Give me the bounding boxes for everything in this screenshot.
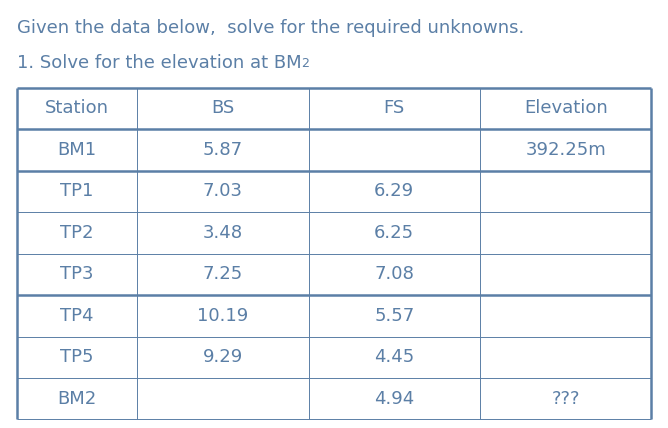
Text: 10.19: 10.19 (197, 307, 248, 325)
Text: TP3: TP3 (60, 265, 94, 283)
Text: BM1: BM1 (57, 141, 97, 159)
Text: 7.03: 7.03 (203, 182, 243, 200)
Text: ???: ??? (551, 390, 580, 408)
Text: 4.45: 4.45 (374, 348, 414, 366)
Text: BS: BS (211, 99, 234, 117)
Text: 7.25: 7.25 (203, 265, 243, 283)
Text: TP1: TP1 (60, 182, 94, 200)
Text: 6.25: 6.25 (374, 224, 414, 242)
Text: TP4: TP4 (60, 307, 94, 325)
Text: 5.57: 5.57 (374, 307, 414, 325)
Text: BM2: BM2 (57, 390, 97, 408)
Text: 3.48: 3.48 (203, 224, 243, 242)
Text: 4.94: 4.94 (374, 390, 414, 408)
Text: 1. Solve for the elevation at BM: 1. Solve for the elevation at BM (17, 54, 301, 71)
Text: Elevation: Elevation (524, 99, 607, 117)
Text: Station: Station (45, 99, 109, 117)
Text: 9.29: 9.29 (203, 348, 243, 366)
Text: 2: 2 (301, 57, 309, 70)
Text: Given the data below,  solve for the required unknowns.: Given the data below, solve for the requ… (17, 19, 524, 37)
Text: 5.87: 5.87 (203, 141, 243, 159)
Text: 6.29: 6.29 (374, 182, 414, 200)
Text: TP2: TP2 (60, 224, 94, 242)
Text: 7.08: 7.08 (374, 265, 414, 283)
Text: 392.25m: 392.25m (525, 141, 606, 159)
Text: TP5: TP5 (60, 348, 94, 366)
Text: FS: FS (383, 99, 405, 117)
